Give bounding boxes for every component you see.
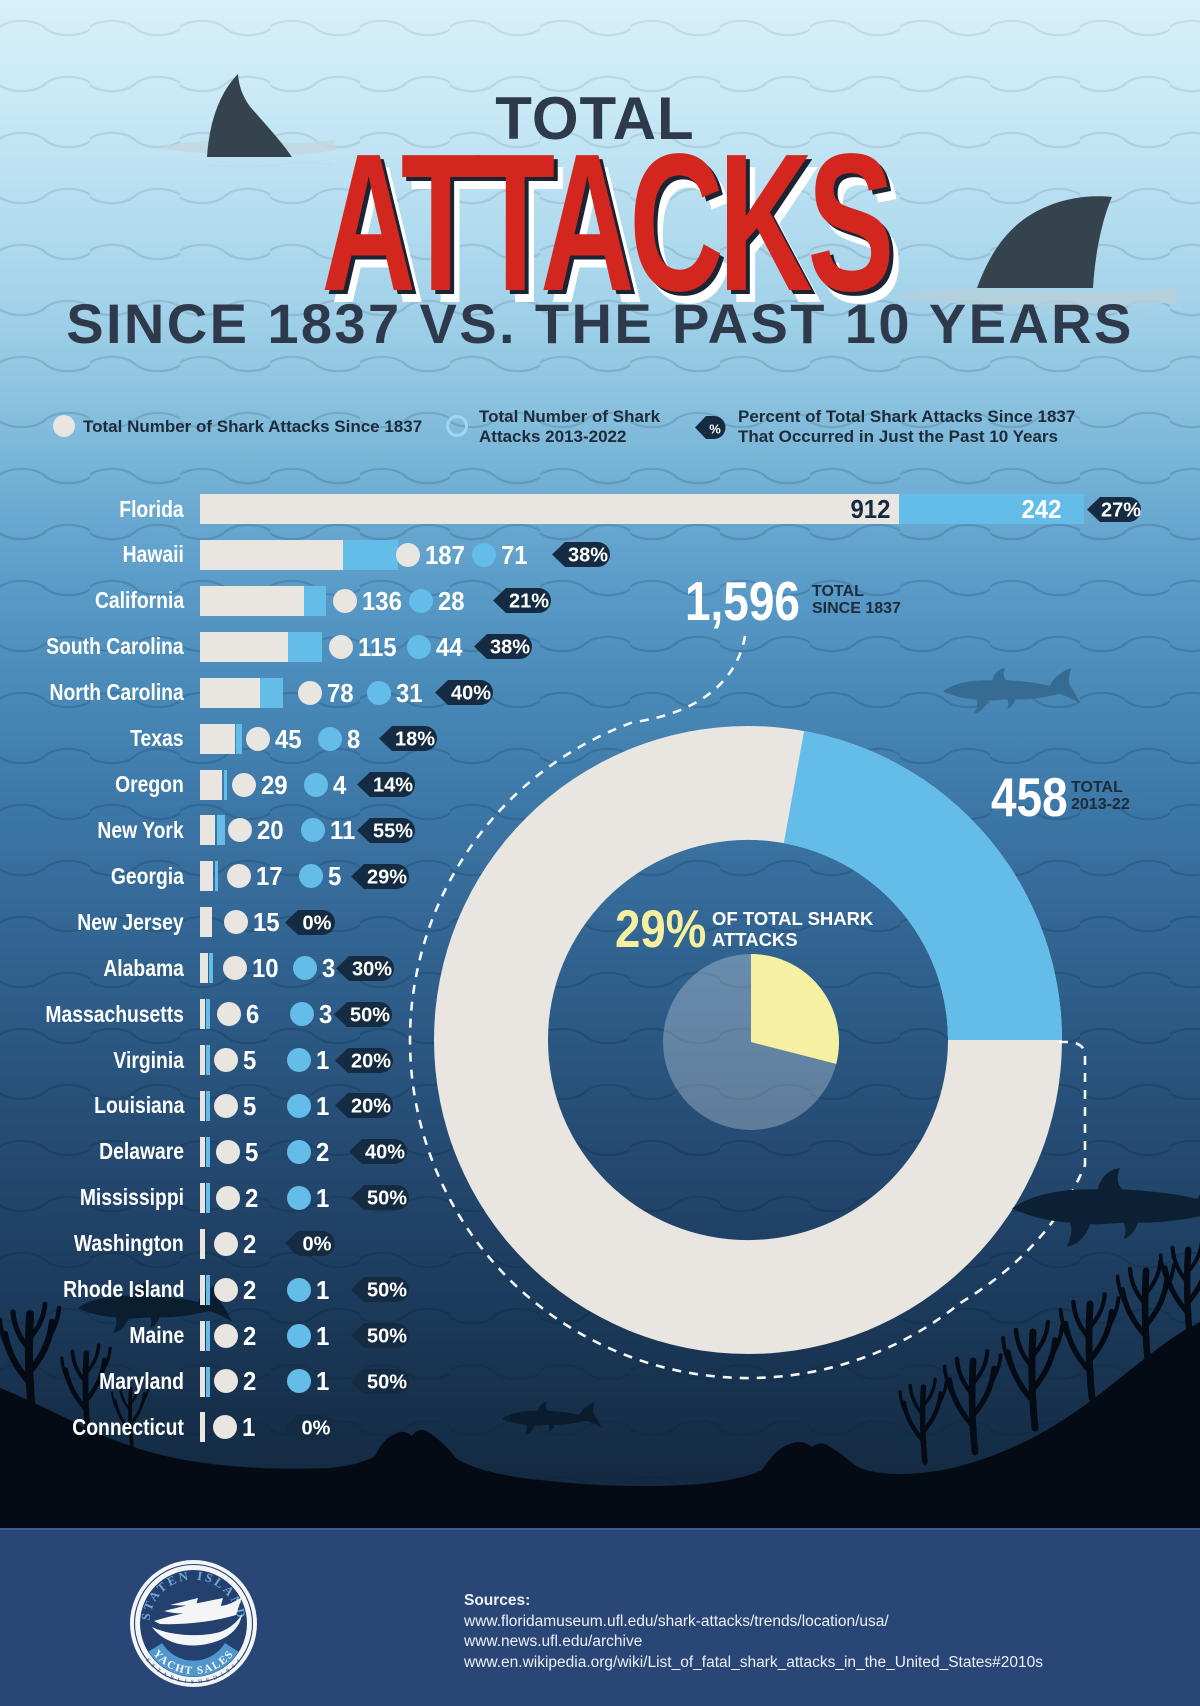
svg-text:38%: 38% bbox=[490, 637, 530, 659]
svg-text:50%: 50% bbox=[367, 1372, 407, 1394]
svg-text:40%: 40% bbox=[365, 1142, 405, 1164]
svg-text:0%: 0% bbox=[303, 1234, 332, 1256]
svg-text:29%: 29% bbox=[367, 867, 407, 889]
svg-text:14%: 14% bbox=[373, 775, 413, 797]
svg-text:30%: 30% bbox=[352, 959, 392, 981]
svg-text:0%: 0% bbox=[303, 913, 332, 935]
svg-text:50%: 50% bbox=[350, 1005, 390, 1027]
svg-text:50%: 50% bbox=[367, 1326, 407, 1348]
svg-text:50%: 50% bbox=[367, 1188, 407, 1210]
svg-text:0%: 0% bbox=[302, 1418, 331, 1440]
svg-text:50%: 50% bbox=[367, 1280, 407, 1302]
svg-text:55%: 55% bbox=[373, 821, 413, 843]
svg-text:20%: 20% bbox=[351, 1051, 391, 1073]
svg-text:18%: 18% bbox=[395, 729, 435, 751]
svg-text:38%: 38% bbox=[568, 545, 608, 567]
svg-text:21%: 21% bbox=[509, 591, 549, 613]
svg-text:27%: 27% bbox=[1101, 500, 1141, 522]
svg-text:%: % bbox=[709, 422, 721, 437]
svg-text:20%: 20% bbox=[351, 1096, 391, 1118]
svg-text:40%: 40% bbox=[451, 683, 491, 705]
